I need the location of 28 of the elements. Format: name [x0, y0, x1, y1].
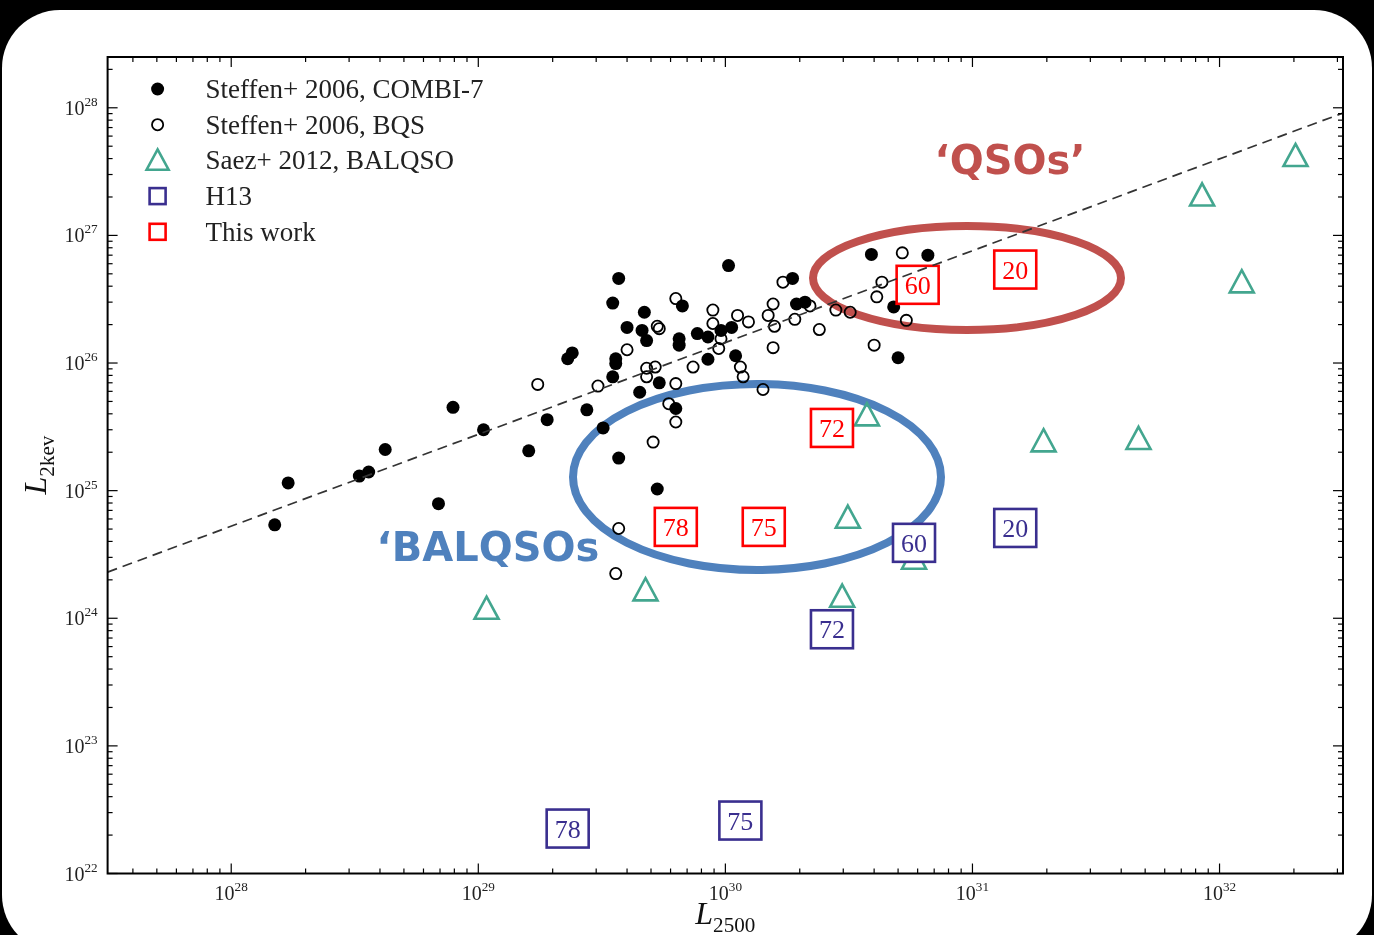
y-tick-label: 10$^{27}$	[64, 221, 99, 247]
annotation: 78	[554, 814, 581, 844]
x-tick-label: 10$^{28}$	[214, 878, 249, 904]
legend-label: Steffen+ 2006, COMBI-7	[205, 74, 484, 104]
annotation: 72	[818, 413, 845, 443]
annotation: ‘BALQSOs	[376, 524, 600, 570]
legend-label: Steffen+ 2006, BQS	[205, 109, 426, 140]
y-tick-label: 10$^{24}$	[64, 604, 99, 630]
legend-label: H13	[205, 181, 253, 212]
x-tick-label: 10$^{31}$	[955, 878, 990, 904]
y-tick-label: 10$^{28}$	[64, 93, 99, 119]
annotation: 78	[662, 512, 689, 542]
y-tick-label: 10$^{22}$	[64, 859, 98, 885]
annotation: ‘QSOs’	[934, 137, 1086, 183]
annotation: 60	[901, 528, 928, 558]
x-tick-label: 10$^{32}$	[1202, 878, 1237, 904]
annotation: 75	[727, 806, 754, 836]
legend-label: This work	[205, 216, 317, 247]
y-tick-label: 10$^{26}$	[64, 349, 99, 375]
annotation: 75	[750, 512, 777, 542]
annotation: 20	[1002, 513, 1029, 543]
y-tick-label: 10$^{25}$	[64, 476, 99, 502]
legend-label: Saez+ 2012, BALQSO	[205, 145, 455, 176]
annotation: 72	[818, 615, 845, 645]
y-tick-label: 10$^{23}$	[64, 731, 99, 757]
x-tick-label: 10$^{29}$	[461, 878, 496, 904]
annotation: 20	[1002, 255, 1029, 285]
annotation: 60	[904, 270, 931, 300]
